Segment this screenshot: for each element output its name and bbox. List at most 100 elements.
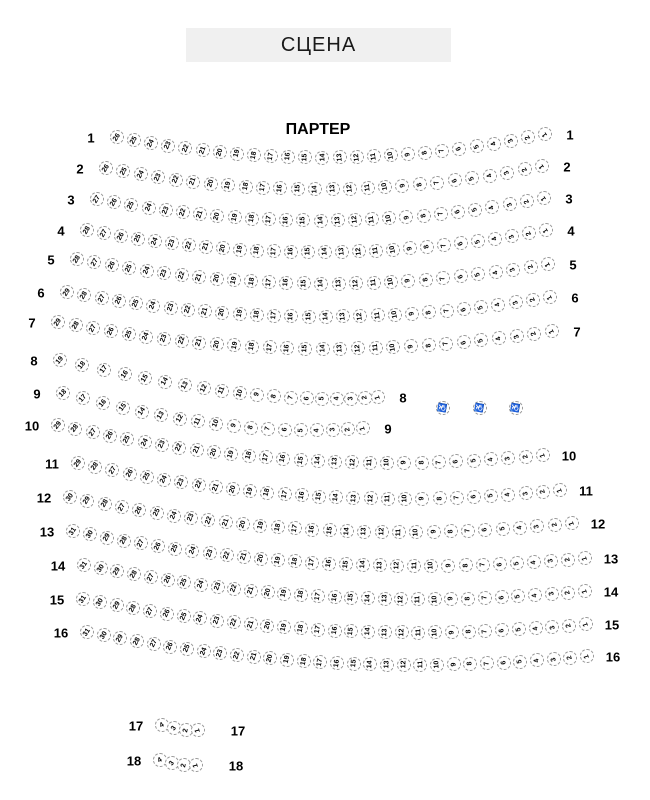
seat[interactable]: 13: [377, 591, 392, 606]
seat[interactable]: 4: [501, 487, 516, 502]
seat[interactable]: 23: [202, 546, 217, 561]
seat[interactable]: 25: [120, 432, 135, 447]
seat[interactable]: 18: [238, 179, 253, 194]
seat[interactable]: 22: [191, 477, 206, 492]
seat[interactable]: 11: [370, 308, 385, 323]
seat[interactable]: 20: [210, 209, 225, 224]
seat[interactable]: 6: [454, 236, 468, 251]
seat[interactable]: 26: [132, 503, 147, 518]
seat[interactable]: 5: [511, 622, 526, 637]
seat[interactable]: 1: [578, 584, 592, 598]
seat[interactable]: 23: [213, 646, 228, 661]
seat[interactable]: 3: [546, 652, 561, 667]
seat[interactable]: 6: [456, 335, 471, 350]
seat[interactable]: 18: [245, 339, 260, 354]
seat[interactable]: 30: [96, 628, 111, 643]
seat[interactable]: 8: [420, 239, 434, 254]
seat[interactable]: 29: [60, 285, 74, 299]
seat[interactable]: 17: [262, 340, 277, 355]
seat[interactable]: 28: [127, 567, 142, 582]
seat[interactable]: 1: [578, 551, 592, 565]
seat[interactable]: 14: [135, 404, 150, 419]
seat[interactable]: 26: [107, 195, 122, 210]
seat[interactable]: 18: [293, 621, 308, 636]
seat[interactable]: 12: [350, 341, 365, 356]
seat[interactable]: 8: [461, 624, 476, 639]
seat[interactable]: 22: [227, 581, 242, 596]
seat[interactable]: 7: [432, 455, 447, 470]
seat[interactable]: 18: [249, 307, 264, 322]
wheelchair-seat[interactable]: ♿: [509, 401, 523, 415]
seat[interactable]: 10: [387, 307, 402, 322]
seat[interactable]: 26: [151, 539, 166, 554]
seat[interactable]: 19: [277, 586, 292, 601]
seat[interactable]: 4: [527, 588, 542, 603]
seat[interactable]: 12: [390, 558, 405, 573]
seat[interactable]: 15: [301, 309, 316, 324]
seat[interactable]: 24: [139, 329, 154, 344]
seat[interactable]: 19: [243, 484, 258, 498]
seat[interactable]: 8: [416, 208, 431, 223]
seat[interactable]: 5: [466, 453, 481, 468]
seat[interactable]: 5: [314, 391, 329, 406]
seat[interactable]: 16: [322, 556, 336, 571]
seat[interactable]: 23: [163, 300, 178, 315]
seat[interactable]: 11: [191, 414, 206, 429]
seat[interactable]: 22: [219, 548, 234, 563]
seat[interactable]: 20: [260, 618, 275, 633]
seat[interactable]: 16: [284, 244, 298, 259]
seat[interactable]: 8: [463, 656, 478, 671]
seat[interactable]: 6: [453, 269, 468, 284]
seat[interactable]: 8: [267, 389, 282, 404]
seat[interactable]: 20: [203, 176, 218, 191]
seat[interactable]: 25: [177, 575, 192, 590]
seat[interactable]: 2: [525, 292, 540, 307]
seat[interactable]: 31: [66, 524, 80, 538]
seat[interactable]: 25: [127, 133, 142, 148]
seat[interactable]: 24: [139, 263, 154, 278]
seat[interactable]: 26: [114, 229, 128, 244]
seat[interactable]: 10: [382, 211, 397, 226]
seat[interactable]: 8: [421, 338, 436, 353]
seat[interactable]: 23: [158, 203, 173, 218]
seat[interactable]: 15: [296, 213, 311, 228]
seat[interactable]: 2: [562, 618, 577, 633]
seat[interactable]: 24: [193, 577, 208, 592]
seat[interactable]: 2: [560, 552, 575, 567]
seat[interactable]: 17: [313, 655, 328, 670]
seat[interactable]: 4: [484, 452, 499, 467]
seat[interactable]: 11: [365, 212, 380, 227]
seat[interactable]: 29: [100, 530, 115, 545]
seat[interactable]: 19: [253, 518, 268, 533]
seat[interactable]: 1: [565, 516, 579, 530]
seat[interactable]: 11: [407, 558, 422, 573]
seat[interactable]: 6: [456, 302, 471, 316]
seat[interactable]: 18: [241, 448, 256, 463]
seat[interactable]: 19: [277, 620, 292, 635]
seat[interactable]: 16: [276, 451, 291, 466]
seat[interactable]: 26: [103, 324, 118, 339]
seat[interactable]: 13: [346, 491, 361, 506]
seat[interactable]: 10: [233, 386, 247, 400]
seat[interactable]: 4: [310, 423, 325, 438]
seat[interactable]: 10: [386, 340, 401, 355]
seat[interactable]: 30: [83, 527, 98, 542]
seat[interactable]: 27: [134, 536, 149, 551]
seat[interactable]: 20: [263, 651, 278, 666]
seat[interactable]: 16: [279, 275, 294, 290]
seat[interactable]: 3: [502, 197, 517, 212]
seat[interactable]: 13: [330, 213, 345, 228]
seat[interactable]: 8: [414, 455, 429, 470]
seat[interactable]: 21: [198, 304, 212, 319]
seat[interactable]: 23: [174, 475, 189, 490]
seat[interactable]: 9: [426, 524, 441, 539]
seat[interactable]: 4: [488, 231, 502, 246]
seat[interactable]: 4: [329, 391, 344, 406]
seat[interactable]: 15: [322, 523, 337, 538]
seat[interactable]: 5: [511, 589, 526, 604]
seat[interactable]: 8: [422, 305, 437, 320]
seat[interactable]: 10: [383, 148, 398, 163]
seat[interactable]: 24: [133, 167, 148, 182]
seat[interactable]: 22: [172, 440, 187, 455]
seat[interactable]: 11: [366, 275, 381, 290]
